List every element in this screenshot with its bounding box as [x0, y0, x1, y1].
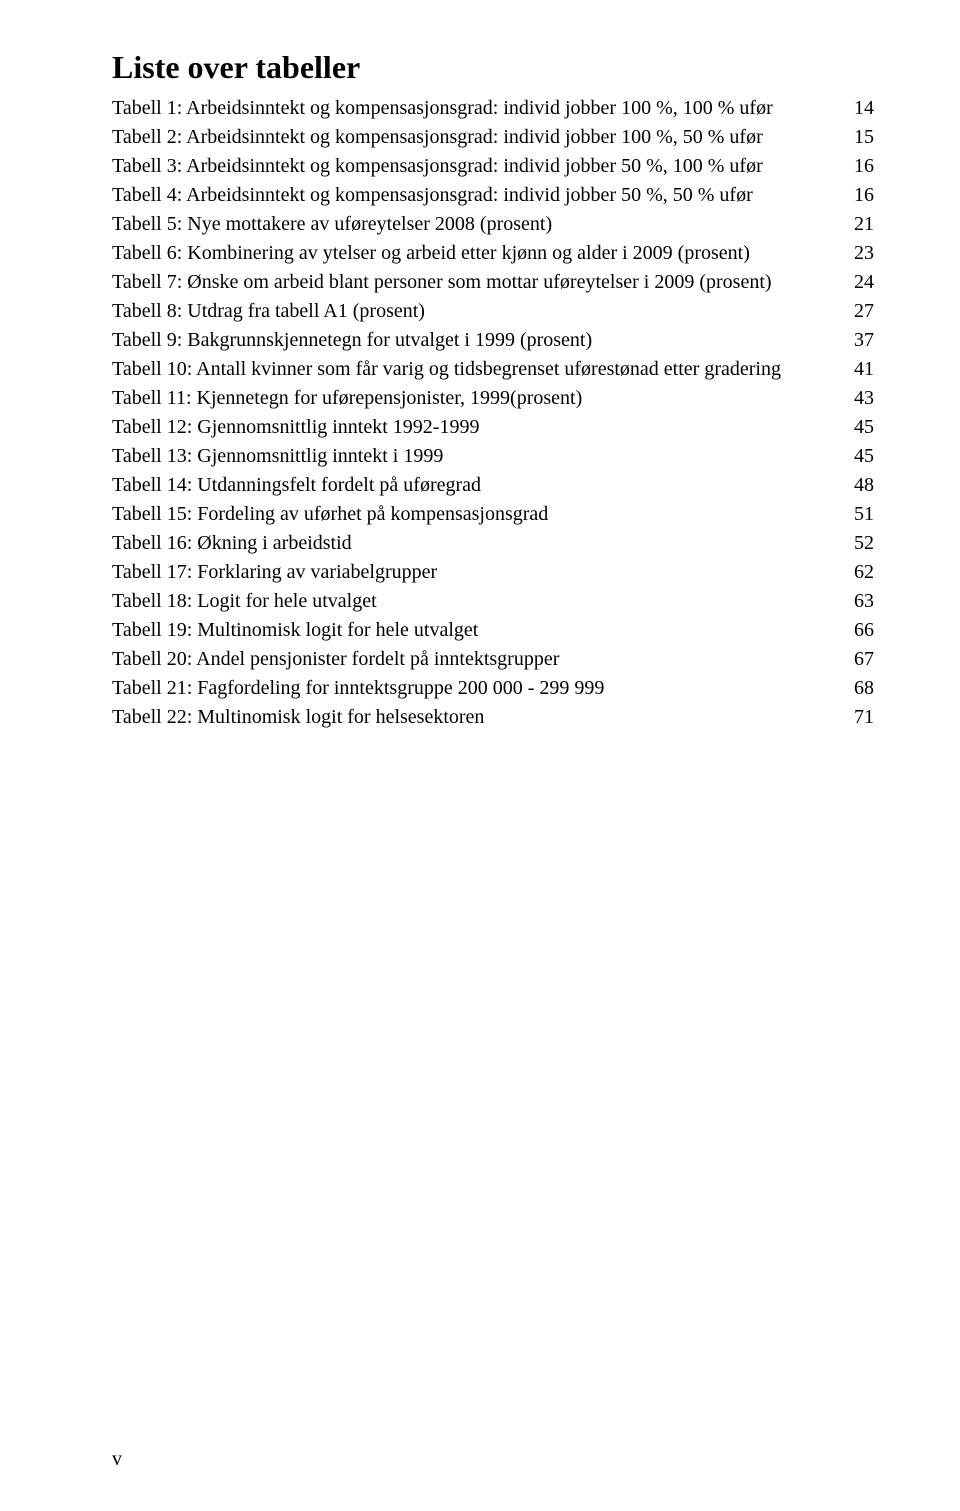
toc-entry-page: 23: [846, 239, 874, 268]
toc-entry-label: Tabell 10: Antall kvinner som får varig …: [112, 355, 781, 384]
toc-entry-page: 62: [846, 558, 874, 587]
toc-entry-page: 16: [846, 181, 874, 210]
toc-entry-page: 51: [846, 500, 874, 529]
toc-entry-label: Tabell 19: Multinomisk logit for hele ut…: [112, 616, 478, 645]
toc-entry: Tabell 19: Multinomisk logit for hele ut…: [112, 616, 874, 645]
toc-entry-page: 27: [846, 297, 874, 326]
toc-entry: Tabell 22: Multinomisk logit for helsese…: [112, 703, 874, 732]
table-of-tables: Tabell 1: Arbeidsinntekt og kompensasjon…: [112, 94, 874, 732]
toc-entry-label: Tabell 11: Kjennetegn for uførepensjonis…: [112, 384, 582, 413]
toc-entry: Tabell 5: Nye mottakere av uføreytelser …: [112, 210, 874, 239]
toc-entry: Tabell 10: Antall kvinner som får varig …: [112, 355, 874, 384]
toc-entry-page: 41: [846, 355, 874, 384]
toc-entry-page: 43: [846, 384, 874, 413]
toc-entry-label: Tabell 13: Gjennomsnittlig inntekt i 199…: [112, 442, 443, 471]
toc-entry: Tabell 4: Arbeidsinntekt og kompensasjon…: [112, 181, 874, 210]
toc-entry-label: Tabell 8: Utdrag fra tabell A1 (prosent): [112, 297, 425, 326]
toc-entry-label: Tabell 2: Arbeidsinntekt og kompensasjon…: [112, 123, 763, 152]
toc-entry: Tabell 20: Andel pensjonister fordelt på…: [112, 645, 874, 674]
toc-entry-page: 52: [846, 529, 874, 558]
toc-entry: Tabell 15: Fordeling av uførhet på kompe…: [112, 500, 874, 529]
toc-entry: Tabell 18: Logit for hele utvalget 63: [112, 587, 874, 616]
toc-entry-label: Tabell 18: Logit for hele utvalget: [112, 587, 377, 616]
toc-entry-label: Tabell 17: Forklaring av variabelgrupper: [112, 558, 437, 587]
toc-entry-label: Tabell 20: Andel pensjonister fordelt på…: [112, 645, 559, 674]
toc-entry: Tabell 8: Utdrag fra tabell A1 (prosent)…: [112, 297, 874, 326]
toc-entry-page: 67: [846, 645, 874, 674]
toc-entry-label: Tabell 9: Bakgrunnskjennetegn for utvalg…: [112, 326, 592, 355]
toc-entry-label: Tabell 7: Ønske om arbeid blant personer…: [112, 268, 772, 297]
footer-page-number: v: [112, 1448, 122, 1471]
toc-entry: Tabell 9: Bakgrunnskjennetegn for utvalg…: [112, 326, 874, 355]
toc-entry: Tabell 6: Kombinering av ytelser og arbe…: [112, 239, 874, 268]
toc-entry-label: Tabell 15: Fordeling av uførhet på kompe…: [112, 500, 548, 529]
toc-entry-page: 45: [846, 413, 874, 442]
toc-entry-page: 71: [846, 703, 874, 732]
toc-entry: Tabell 7: Ønske om arbeid blant personer…: [112, 268, 874, 297]
toc-entry-page: 15: [846, 123, 874, 152]
toc-entry-page: 24: [846, 268, 874, 297]
toc-entry: Tabell 16: Økning i arbeidstid 52: [112, 529, 874, 558]
toc-entry: Tabell 12: Gjennomsnittlig inntekt 1992-…: [112, 413, 874, 442]
toc-entry: Tabell 17: Forklaring av variabelgrupper…: [112, 558, 874, 587]
toc-entry-label: Tabell 22: Multinomisk logit for helsese…: [112, 703, 484, 732]
toc-entry-label: Tabell 4: Arbeidsinntekt og kompensasjon…: [112, 181, 753, 210]
toc-entry-page: 48: [846, 471, 874, 500]
toc-entry: Tabell 3: Arbeidsinntekt og kompensasjon…: [112, 152, 874, 181]
toc-entry-label: Tabell 5: Nye mottakere av uføreytelser …: [112, 210, 552, 239]
toc-entry-page: 14: [846, 94, 874, 123]
document-page: Liste over tabeller Tabell 1: Arbeidsinn…: [0, 0, 960, 1511]
toc-entry: Tabell 21: Fagfordeling for inntektsgrup…: [112, 674, 874, 703]
toc-entry-page: 63: [846, 587, 874, 616]
toc-entry-page: 68: [846, 674, 874, 703]
toc-entry: Tabell 13: Gjennomsnittlig inntekt i 199…: [112, 442, 874, 471]
toc-entry-label: Tabell 3: Arbeidsinntekt og kompensasjon…: [112, 152, 763, 181]
toc-entry: Tabell 14: Utdanningsfelt fordelt på ufø…: [112, 471, 874, 500]
toc-entry-label: Tabell 16: Økning i arbeidstid: [112, 529, 352, 558]
toc-entry-page: 21: [846, 210, 874, 239]
toc-entry-label: Tabell 14: Utdanningsfelt fordelt på ufø…: [112, 471, 481, 500]
toc-entry-label: Tabell 12: Gjennomsnittlig inntekt 1992-…: [112, 413, 479, 442]
toc-entry-label: Tabell 21: Fagfordeling for inntektsgrup…: [112, 674, 604, 703]
toc-entry: Tabell 11: Kjennetegn for uførepensjonis…: [112, 384, 874, 413]
toc-entry: Tabell 1: Arbeidsinntekt og kompensasjon…: [112, 94, 874, 123]
toc-entry-page: 45: [846, 442, 874, 471]
toc-entry: Tabell 2: Arbeidsinntekt og kompensasjon…: [112, 123, 874, 152]
page-title: Liste over tabeller: [112, 48, 874, 86]
toc-entry-label: Tabell 6: Kombinering av ytelser og arbe…: [112, 239, 750, 268]
toc-entry-page: 37: [846, 326, 874, 355]
toc-entry-page: 66: [846, 616, 874, 645]
toc-entry-page: 16: [846, 152, 874, 181]
toc-entry-label: Tabell 1: Arbeidsinntekt og kompensasjon…: [112, 94, 773, 123]
